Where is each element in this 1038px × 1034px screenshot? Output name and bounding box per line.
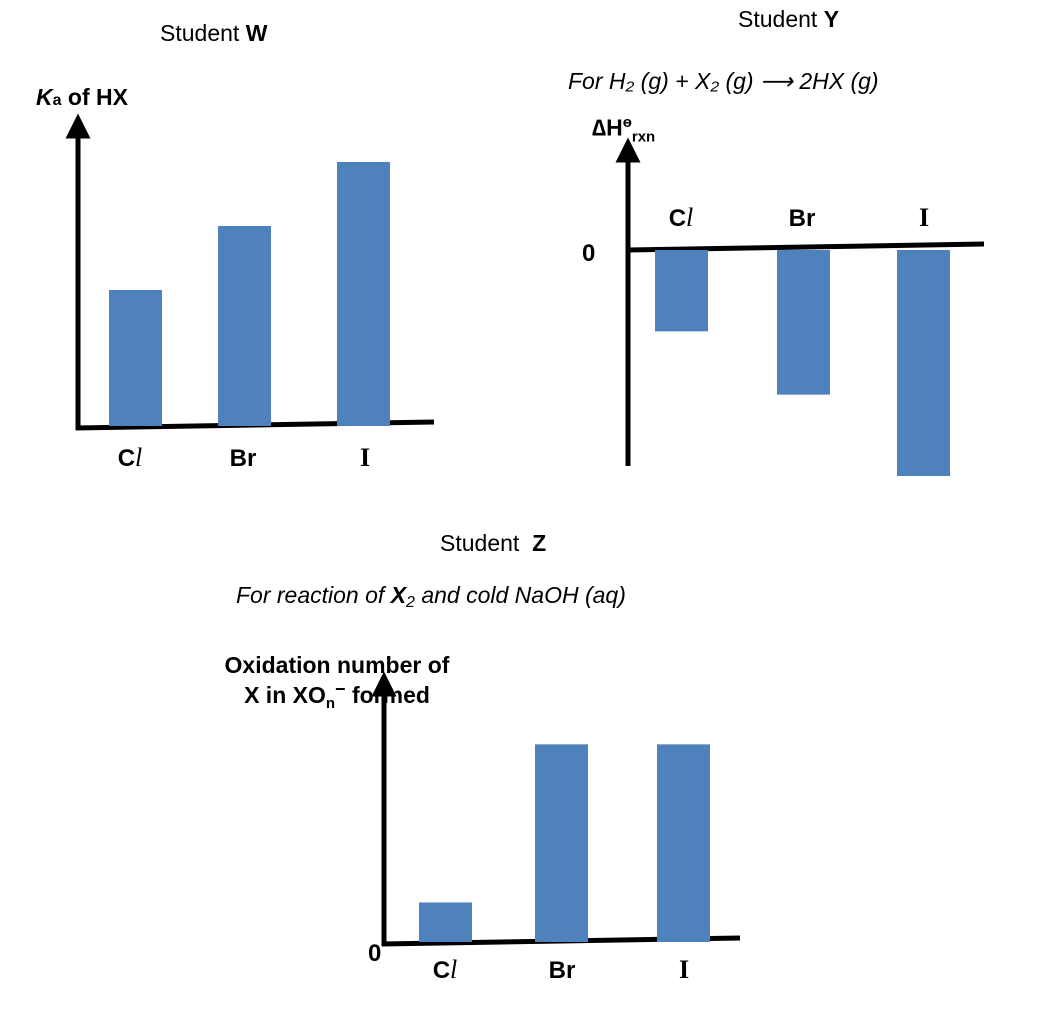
chart-y-subtitle: For H₂ (g) + X₂ (g) ⟶ 2HX (g) <box>568 68 879 94</box>
chart-w-tick-label-br: Br <box>230 445 257 472</box>
chart-y-tick-label-i: I <box>919 203 929 232</box>
chart-w-ylabel: Ka of HX <box>36 84 128 110</box>
chart-w-tick-label-cl: Cl <box>118 443 143 472</box>
chart-y-bar-cl <box>655 250 708 332</box>
chart-z-tick-label-br: Br <box>549 957 576 984</box>
chart-z-title: Student Z <box>440 530 547 556</box>
chart-z-tick-label-cl: Cl <box>433 955 458 984</box>
chart-w-tick-label-i: I <box>360 443 370 472</box>
chart-y-tick-label-br: Br <box>789 205 816 232</box>
chart-z-tick-label-i: I <box>679 955 689 984</box>
chart-z-bar-i <box>657 744 710 942</box>
chart-w-bar-i <box>337 162 390 426</box>
chart-z-zero-label: 0 <box>368 940 382 967</box>
chart-y-title: Student Y <box>738 6 840 32</box>
chart-z-bar-cl <box>419 902 472 942</box>
chart-w-bar-br <box>218 226 271 426</box>
chart-w-title: Student W <box>160 20 268 46</box>
chart-y-bar-br <box>777 250 830 395</box>
chart-y-zero-label: 0 <box>582 240 596 267</box>
chart-y-bar-i <box>897 250 950 476</box>
chart-y-tick-label-cl: Cl <box>669 203 694 232</box>
chart-w-bar-cl <box>109 290 162 426</box>
chart-z-bar-br <box>535 744 588 942</box>
chart-z-subtitle: For reaction of X2 and cold NaOH (aq) <box>236 582 626 611</box>
chart-y-x-axis <box>625 241 985 253</box>
